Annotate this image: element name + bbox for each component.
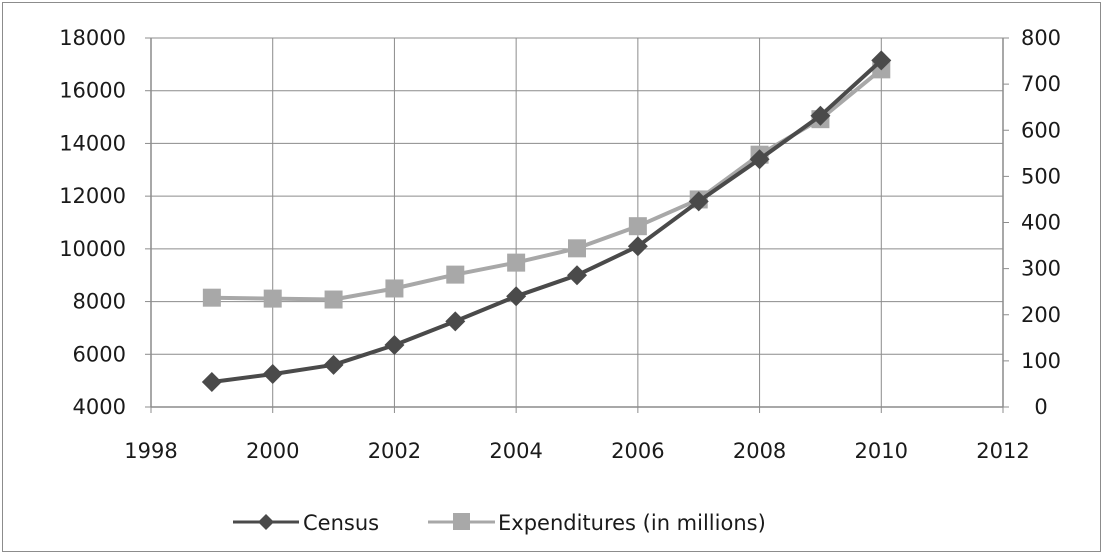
y-tick-label: 8000 (73, 290, 126, 314)
x-tick-label: 2002 (368, 439, 421, 463)
x-tick-label: 2010 (855, 439, 908, 463)
census-series-line (211, 58, 883, 384)
expenditures-point (628, 217, 647, 236)
census-point (384, 335, 405, 356)
line-chart: 4000600080001000012000140001600018000199… (59, 26, 1061, 535)
census-point (871, 50, 892, 71)
legend-census-marker (258, 514, 274, 530)
census-point (506, 286, 527, 307)
axes: 4000600080001000012000140001600018000199… (59, 26, 1061, 463)
census-point (749, 149, 770, 170)
expenditures-point (263, 289, 282, 308)
legend-expenditures-label: Expenditures (in millions) (498, 511, 766, 535)
census-point (627, 236, 648, 257)
y2-tick-label: 0 (1034, 395, 1047, 419)
x-tick-label: 2008 (733, 439, 786, 463)
y2-tick-label: 300 (1021, 257, 1061, 281)
x-tick-label: 2006 (611, 439, 664, 463)
census-point (688, 191, 709, 212)
expenditures-point (202, 288, 221, 307)
y-tick-label: 14000 (59, 131, 126, 155)
expenditures-point (446, 265, 465, 284)
expenditures-point (385, 279, 404, 298)
census-point (201, 371, 222, 392)
y-tick-label: 12000 (59, 184, 126, 208)
y2-tick-label: 700 (1021, 72, 1061, 96)
y-tick-label: 4000 (73, 395, 126, 419)
y2-tick-label: 400 (1021, 211, 1061, 235)
census-point (445, 311, 466, 332)
x-tick-label: 1998 (124, 439, 177, 463)
census-point (810, 105, 831, 126)
y2-tick-label: 100 (1021, 349, 1061, 373)
y2-tick-label: 500 (1021, 164, 1061, 188)
x-tick-label: 2012 (976, 439, 1029, 463)
y-tick-label: 10000 (59, 237, 126, 261)
y-tick-label: 18000 (59, 26, 126, 50)
expenditures-series-line (211, 67, 883, 302)
legend-expenditures-marker (453, 513, 470, 530)
census-point (262, 364, 283, 385)
expenditures-point (568, 239, 586, 258)
legend: Census Expenditures (in millions) (233, 511, 766, 535)
series-lines (201, 50, 892, 392)
y-tick-label: 16000 (59, 79, 126, 103)
y2-tick-label: 200 (1021, 303, 1061, 327)
census-point (567, 265, 587, 286)
y-tick-label: 6000 (73, 342, 126, 366)
y2-tick-label: 800 (1021, 26, 1061, 50)
x-tick-label: 2000 (246, 439, 299, 463)
y2-tick-label: 600 (1021, 118, 1061, 142)
grid-lines (150, 37, 1004, 408)
expenditures-point (507, 253, 526, 272)
x-tick-label: 2004 (489, 439, 542, 463)
census-point (323, 354, 344, 375)
expenditures-point (324, 290, 343, 309)
legend-census-label: Census (303, 511, 379, 535)
